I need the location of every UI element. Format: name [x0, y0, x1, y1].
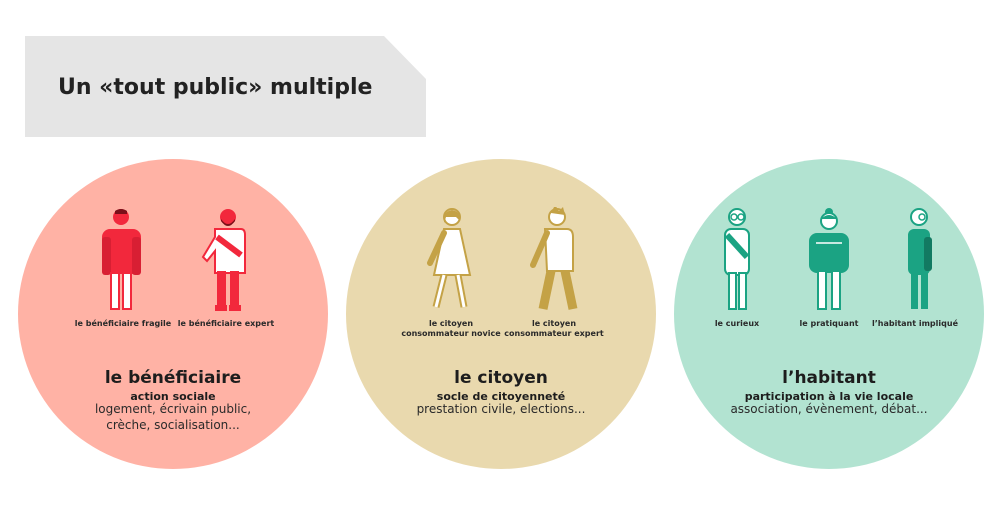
- person-expert-icon: [193, 207, 263, 317]
- group-description: logement, écrivain public, crèche, socia…: [94, 402, 252, 432]
- group-description: prestation civile, elections...: [416, 402, 586, 416]
- figure-label: le citoyen consommateur novice: [401, 319, 501, 339]
- person-practitioner-icon: [794, 207, 864, 317]
- figure-label: le citoyen consommateur expert: [504, 319, 604, 339]
- person-walking-woman-icon: [416, 207, 486, 317]
- figure-label: l’habitant impliqué: [871, 319, 958, 328]
- figure-label: le bénéficiaire expert: [177, 319, 275, 328]
- person-curious-icon: [702, 207, 772, 317]
- habitant-circle: le curieux le pratiquant l’habitant impl…: [674, 159, 984, 469]
- figure-label: le pratiquant: [799, 319, 859, 328]
- group-subheading: socle de citoyenneté: [436, 390, 566, 403]
- citoyen-circle: le citoyen consommateur novice le citoye…: [346, 159, 656, 469]
- group-subheading: action sociale: [130, 390, 216, 403]
- group-heading: l’habitant: [782, 368, 876, 388]
- group-heading: le citoyen: [454, 368, 548, 388]
- person-walking-man-icon: [521, 207, 591, 317]
- person-fragile-icon: [88, 207, 158, 317]
- beneficiaire-circle: le bénéficiaire fragile le bénéficiaire …: [18, 159, 328, 469]
- group-heading: le bénéficiaire: [104, 368, 242, 388]
- page-title: Un «tout public» multiple: [58, 75, 373, 100]
- group-description: association, évènement, débat...: [730, 402, 928, 416]
- person-involved-icon: [884, 207, 954, 317]
- title-banner: Un «tout public» multiple: [25, 36, 426, 137]
- figure-label: le bénéficiaire fragile: [74, 319, 172, 328]
- group-subheading: participation à la vie locale: [744, 390, 914, 403]
- figure-label: le curieux: [714, 319, 760, 328]
